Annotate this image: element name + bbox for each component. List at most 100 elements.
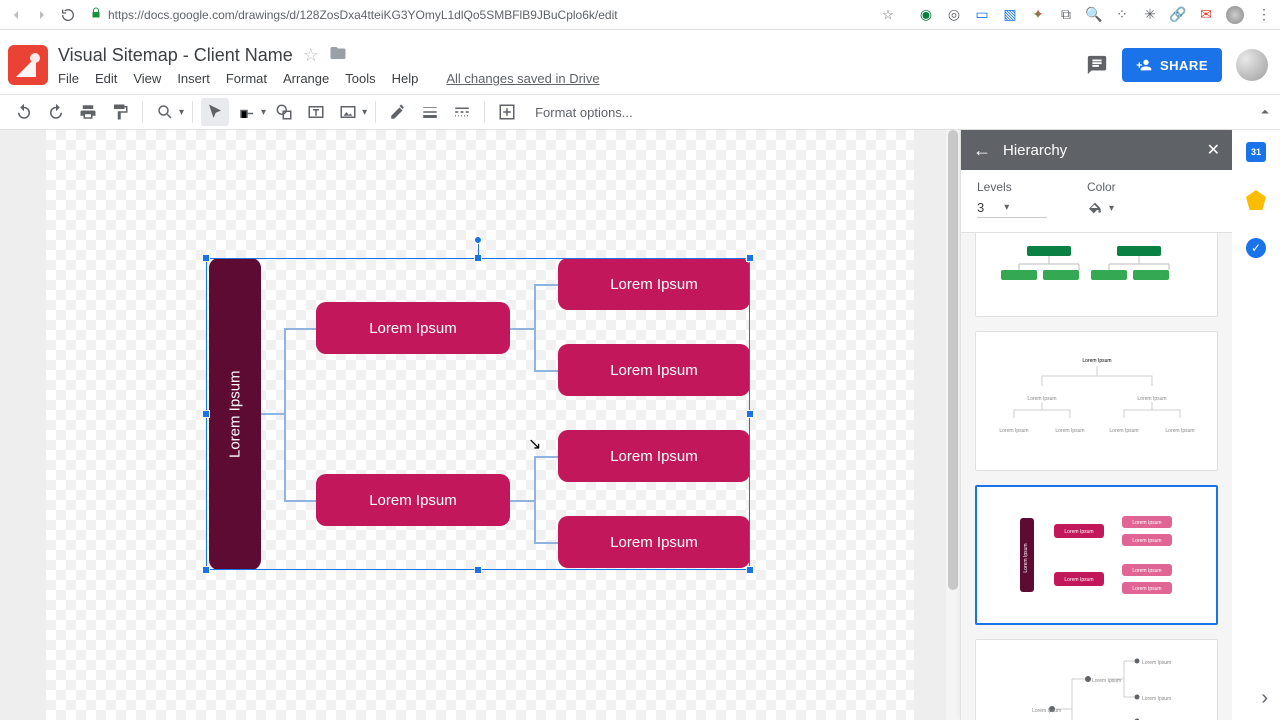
color-select[interactable]: ▾: [1087, 200, 1116, 216]
print-button[interactable]: [74, 98, 102, 126]
image-caret-icon[interactable]: ▾: [362, 107, 367, 118]
template-thumbnail-2[interactable]: Lorem Ipsum Lorem Ipsum Lorem Ipsum Lore…: [975, 331, 1218, 471]
comments-icon[interactable]: [1086, 54, 1108, 76]
menu-file[interactable]: File: [58, 71, 79, 86]
template-gallery[interactable]: Lorem Ipsum Lorem Ipsum Lorem Ipsum Lore…: [961, 233, 1232, 720]
svg-text:Lorem Ipsum: Lorem Ipsum: [1092, 678, 1121, 684]
selection-handle[interactable]: [474, 566, 482, 574]
star-icon[interactable]: ☆: [880, 7, 896, 23]
rotation-handle[interactable]: [474, 236, 482, 244]
chevron-down-icon: ▾: [1109, 203, 1114, 214]
selection-handle[interactable]: [202, 566, 210, 574]
svg-text:Lorem Ipsum: Lorem Ipsum: [1082, 358, 1111, 364]
selection-handle[interactable]: [746, 566, 754, 574]
chrome-menu-icon[interactable]: ⋮: [1256, 7, 1272, 23]
selection-handle[interactable]: [746, 410, 754, 418]
ext-icon-9[interactable]: ✳: [1142, 7, 1158, 23]
canvas-area[interactable]: Lorem IpsumLorem IpsumLorem IpsumLorem I…: [0, 130, 960, 720]
move-folder-icon[interactable]: [329, 44, 347, 67]
ext-icon-1[interactable]: ◉: [918, 7, 934, 23]
menu-help[interactable]: Help: [392, 71, 419, 86]
ext-icon-8[interactable]: ⁘: [1114, 7, 1130, 23]
tasks-addon-icon[interactable]: ✓: [1246, 238, 1266, 258]
redo-button[interactable]: [42, 98, 70, 126]
svg-text:Lorem Ipsum: Lorem Ipsum: [1023, 543, 1029, 572]
template-thumbnail-4[interactable]: Lorem Ipsum Lorem IpsumLorem Ipsum Lorem…: [975, 639, 1218, 720]
document-title[interactable]: Visual Sitemap - Client Name: [58, 45, 293, 66]
levels-select[interactable]: 3 ▾: [977, 200, 1047, 218]
levels-value: 3: [977, 200, 984, 215]
ext-icon-6[interactable]: ⧉: [1058, 7, 1074, 23]
extensions-row: ◉ ◎ ▭ ▧ ✦ ⧉ 🔍 ⁘ ✳ 🔗 ✉ ⋮: [918, 6, 1272, 24]
vertical-scrollbar[interactable]: [946, 130, 960, 720]
insert-comment-button[interactable]: [493, 98, 521, 126]
ext-icon-4[interactable]: ▧: [1002, 7, 1018, 23]
lock-icon: [90, 7, 102, 22]
ext-icon-10[interactable]: 🔗: [1170, 7, 1186, 23]
line-color-button[interactable]: [384, 98, 412, 126]
ext-icon-5[interactable]: ✦: [1030, 7, 1046, 23]
share-label: SHARE: [1160, 58, 1208, 73]
url-text: https://docs.google.com/drawings/d/128Zo…: [108, 8, 618, 22]
line-caret-icon[interactable]: ▾: [261, 107, 266, 118]
keep-addon-icon[interactable]: [1246, 190, 1266, 210]
paint-format-button[interactable]: [106, 98, 134, 126]
menu-bar: File Edit View Insert Format Arrange Too…: [58, 71, 600, 86]
zoom-caret-icon[interactable]: ▾: [179, 107, 184, 118]
reload-icon[interactable]: [60, 7, 76, 23]
zoom-button[interactable]: [151, 98, 179, 126]
textbox-tool-button[interactable]: [302, 98, 330, 126]
template-thumbnail-3[interactable]: Lorem Ipsum Lorem IpsumLorem Ipsum Lorem…: [975, 485, 1218, 625]
ext-icon-7[interactable]: 🔍: [1086, 7, 1102, 23]
docs-header: Visual Sitemap - Client Name ☆ File Edit…: [0, 30, 1280, 94]
menu-view[interactable]: View: [133, 71, 161, 86]
menu-tools[interactable]: Tools: [345, 71, 375, 86]
line-weight-button[interactable]: [416, 98, 444, 126]
rail-expand-icon[interactable]: ›: [1261, 687, 1268, 710]
person-add-icon: [1136, 57, 1152, 73]
forward-icon[interactable]: [34, 7, 50, 23]
template-thumbnail-1[interactable]: [975, 233, 1218, 317]
hierarchy-side-panel: ← Hierarchy ✕ Levels 3 ▾ Color ▾: [960, 130, 1232, 720]
ext-icon-11[interactable]: ✉: [1198, 7, 1214, 23]
ext-icon-2[interactable]: ◎: [946, 7, 962, 23]
menu-arrange[interactable]: Arrange: [283, 71, 329, 86]
svg-text:Lorem Ipsum: Lorem Ipsum: [999, 428, 1028, 434]
menu-format[interactable]: Format: [226, 71, 267, 86]
collapse-toolbar-icon[interactable]: [1256, 103, 1274, 124]
image-tool-button[interactable]: [334, 98, 362, 126]
star-document-icon[interactable]: ☆: [303, 45, 319, 66]
calendar-addon-icon[interactable]: 31: [1246, 142, 1266, 162]
svg-text:Lorem Ipsum: Lorem Ipsum: [1109, 428, 1138, 434]
line-dash-button[interactable]: [448, 98, 476, 126]
chevron-down-icon: ▾: [1004, 202, 1009, 213]
undo-button[interactable]: [10, 98, 38, 126]
ext-icon-3[interactable]: ▭: [974, 7, 990, 23]
select-tool-button[interactable]: [201, 98, 229, 126]
selection-handle[interactable]: [746, 254, 754, 262]
svg-text:Lorem Ipsum: Lorem Ipsum: [1055, 428, 1084, 434]
selection-handle[interactable]: [202, 410, 210, 418]
color-label: Color: [1087, 180, 1116, 194]
panel-back-icon[interactable]: ←: [973, 140, 991, 161]
svg-text:Lorem Ipsum: Lorem Ipsum: [1132, 538, 1161, 544]
browser-chrome-bar: https://docs.google.com/drawings/d/128Zo…: [0, 0, 1280, 30]
menu-insert[interactable]: Insert: [177, 71, 210, 86]
save-status[interactable]: All changes saved in Drive: [446, 71, 599, 86]
panel-close-icon[interactable]: ✕: [1207, 140, 1220, 160]
line-tool-button[interactable]: [233, 98, 261, 126]
svg-text:Lorem Ipsum: Lorem Ipsum: [1142, 696, 1171, 702]
address-bar[interactable]: https://docs.google.com/drawings/d/128Zo…: [90, 7, 870, 22]
back-icon[interactable]: [8, 7, 24, 23]
account-avatar[interactable]: [1236, 49, 1268, 81]
format-options-button[interactable]: Format options...: [535, 105, 633, 120]
svg-text:Lorem Ipsum: Lorem Ipsum: [1032, 708, 1061, 714]
shape-tool-button[interactable]: [270, 98, 298, 126]
selection-handle[interactable]: [202, 254, 210, 262]
drawings-logo-icon[interactable]: [8, 45, 48, 85]
profile-icon[interactable]: [1226, 6, 1244, 24]
share-button[interactable]: SHARE: [1122, 48, 1222, 82]
svg-text:Lorem Ipsum: Lorem Ipsum: [1165, 428, 1194, 434]
svg-text:Lorem Ipsum: Lorem Ipsum: [1132, 520, 1161, 526]
menu-edit[interactable]: Edit: [95, 71, 117, 86]
